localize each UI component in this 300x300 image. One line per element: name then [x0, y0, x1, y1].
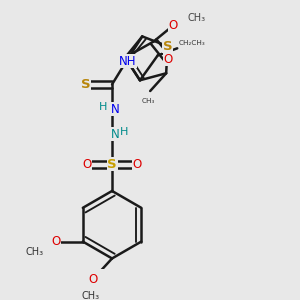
Text: O: O — [132, 158, 142, 171]
Text: H: H — [99, 103, 107, 112]
Text: N: N — [111, 128, 120, 141]
Text: NH: NH — [119, 55, 137, 68]
Text: CH₃: CH₃ — [187, 14, 205, 23]
Text: O: O — [88, 273, 97, 286]
Text: S: S — [107, 158, 117, 171]
Text: CH₃: CH₃ — [142, 98, 155, 104]
Text: CH₃: CH₃ — [82, 291, 100, 300]
Text: S: S — [81, 78, 90, 91]
Text: S: S — [163, 40, 172, 53]
Text: N: N — [111, 103, 120, 116]
Text: O: O — [163, 53, 172, 66]
Text: CH₂CH₃: CH₂CH₃ — [179, 40, 206, 46]
Text: O: O — [52, 235, 61, 248]
Text: O: O — [169, 19, 178, 32]
Text: CH₃: CH₃ — [26, 247, 44, 257]
Text: H: H — [120, 127, 129, 137]
Text: O: O — [82, 158, 92, 171]
